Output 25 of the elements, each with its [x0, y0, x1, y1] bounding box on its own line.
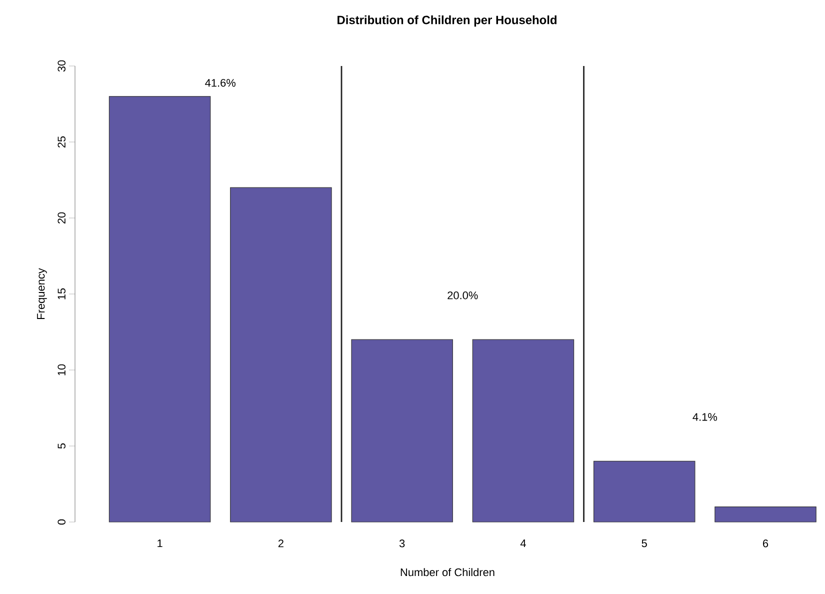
x-tick-label: 5 [642, 540, 647, 548]
annotation: 20.0% [448, 291, 478, 300]
y-tick-label: 10 [58, 364, 66, 376]
y-tick-label: 0 [58, 519, 66, 525]
x-tick-label: 6 [763, 540, 768, 548]
y-tick-label: 25 [58, 136, 66, 148]
x-tick-label: 3 [399, 540, 405, 548]
y-tick-label: 30 [58, 60, 66, 72]
bar [714, 506, 816, 522]
bar [230, 187, 332, 522]
bar [593, 460, 696, 522]
y-tick-label: 15 [58, 288, 66, 300]
bar [108, 96, 211, 522]
bar [472, 339, 574, 522]
annotation: 41.6% [205, 79, 236, 87]
y-tick-label: 20 [58, 212, 66, 224]
x-tick-label: 2 [278, 540, 284, 548]
annotation: 4.1% [692, 413, 718, 421]
x-tick-label: 4 [520, 540, 526, 548]
x-tick-label: 1 [158, 540, 162, 548]
y-axis-title: Frequency [37, 268, 47, 319]
chart-title: Distribution of Children per Household [338, 15, 556, 27]
y-tick-label: 5 [58, 443, 66, 449]
bar [351, 339, 453, 522]
x-axis-title: Number of Children [400, 568, 494, 576]
